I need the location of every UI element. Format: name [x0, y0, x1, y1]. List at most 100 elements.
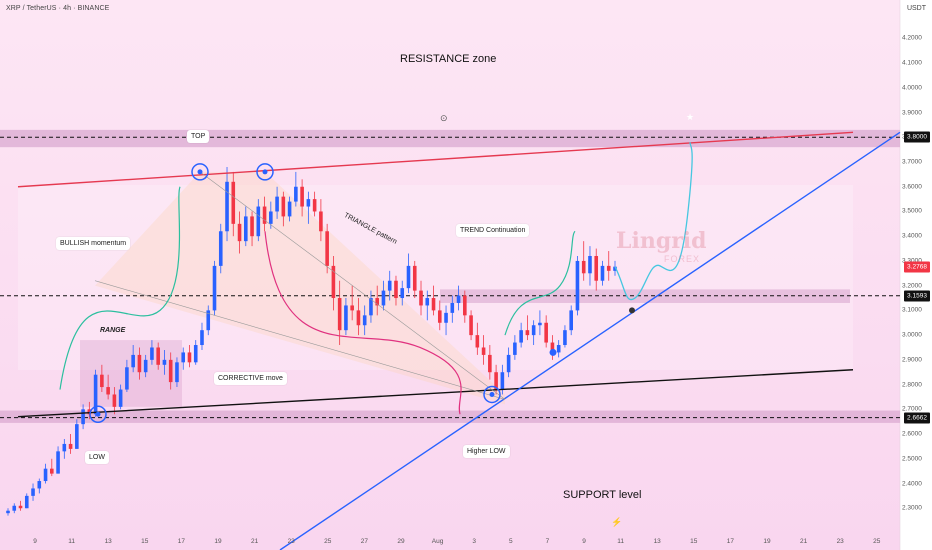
pivot-circle-0 — [191, 163, 209, 181]
alert-icon[interactable]: ⊙ — [440, 113, 448, 123]
candle — [187, 352, 192, 363]
candle — [143, 359, 148, 373]
candle — [131, 354, 135, 368]
time-tick: 9 — [33, 538, 37, 545]
pivot-circle-3 — [483, 385, 501, 404]
candle — [137, 354, 142, 373]
candle — [24, 495, 29, 509]
pivot-circle-2 — [89, 405, 107, 424]
price-label-box: 2.6662 — [904, 412, 930, 424]
time-tick: 15 — [690, 538, 698, 545]
candle — [112, 394, 117, 407]
price-tick: 2.7000 — [902, 405, 922, 413]
time-tick: 19 — [763, 538, 771, 545]
candle — [156, 347, 160, 365]
candle — [412, 265, 417, 291]
candle — [469, 315, 473, 336]
price-tick: 2.4000 — [902, 480, 922, 487]
price-tick: 3.3000 — [902, 257, 922, 264]
candle — [387, 280, 392, 291]
candle — [225, 181, 229, 232]
price-tick: 3.7000 — [902, 158, 922, 166]
resistance-trendline — [17, 131, 854, 188]
candle — [218, 231, 223, 266]
star-icon: ★ — [686, 112, 695, 122]
candle — [56, 451, 60, 474]
pivot-dot-2 — [95, 411, 101, 417]
triangle-edge-lower — [94, 280, 506, 400]
candle — [294, 186, 298, 202]
candle — [118, 389, 123, 407]
trend-continuation-label: TREND Continuation — [456, 224, 530, 237]
candle — [450, 302, 455, 313]
time-tick: 21 — [799, 538, 808, 545]
candle — [369, 298, 373, 316]
candle — [325, 231, 329, 266]
time-tick: 23 — [287, 538, 295, 545]
candle — [550, 342, 555, 353]
candle — [356, 310, 361, 326]
price-tick: 4.1000 — [902, 59, 922, 67]
price-tick: 4.2000 — [902, 34, 922, 42]
candle — [68, 443, 73, 449]
candle — [569, 310, 573, 331]
time-tick: 25 — [873, 538, 881, 545]
corrective-move-label: CORRECTIVE move — [214, 372, 287, 385]
candle — [175, 362, 179, 383]
resistance-zone — [0, 129, 900, 148]
touch-dot — [549, 348, 557, 356]
candle — [588, 255, 592, 274]
price-label-box: 3.1593 — [904, 290, 930, 302]
candle — [437, 310, 442, 323]
candle — [488, 354, 492, 373]
candle — [212, 265, 217, 311]
candle — [381, 290, 386, 306]
time-tick: 7 — [545, 538, 550, 545]
candle — [425, 298, 430, 306]
candle — [256, 206, 261, 237]
bullish-arrow — [59, 186, 181, 390]
candle — [506, 354, 511, 373]
bullish-momentum-label: BULLISH momentum — [56, 237, 131, 250]
candle — [556, 345, 561, 353]
candle — [93, 374, 98, 415]
candle — [362, 315, 367, 326]
candle — [162, 359, 167, 365]
plot-background — [0, 0, 900, 550]
candle — [513, 342, 517, 355]
candle — [275, 196, 279, 212]
candle — [181, 352, 186, 363]
time-tick: 27 — [360, 538, 369, 545]
candle — [106, 387, 110, 395]
price-tick: 2.5000 — [902, 455, 922, 463]
continuation-arrow — [504, 230, 576, 336]
candle — [563, 330, 567, 346]
candle — [344, 305, 348, 331]
time-tick: 5 — [508, 538, 513, 545]
time-tick: 21 — [250, 538, 259, 545]
pivot-circle-1 — [256, 163, 274, 181]
price-label-box: 3.2768 — [904, 261, 930, 273]
ascending-trendline — [279, 131, 901, 550]
price-tick: 3.0000 — [902, 331, 922, 339]
price-tick: 3.6000 — [902, 183, 922, 191]
lightning-icon[interactable]: ⚡ — [611, 517, 623, 527]
candle — [243, 216, 248, 242]
time-tick: 13 — [104, 538, 112, 545]
candle — [206, 310, 211, 331]
candle — [81, 409, 85, 425]
currency-label: USDT — [906, 5, 926, 12]
candle — [463, 295, 467, 316]
support-level-label: SUPPORT level — [563, 489, 642, 501]
time-tick: 19 — [214, 538, 222, 545]
price-tick: 3.9000 — [902, 109, 922, 117]
candle — [600, 265, 605, 281]
candle — [613, 266, 617, 271]
candle — [538, 322, 542, 326]
watermark-sub: FOREX — [664, 254, 701, 264]
candle — [231, 181, 236, 224]
candle — [581, 260, 586, 274]
candle — [544, 322, 548, 343]
